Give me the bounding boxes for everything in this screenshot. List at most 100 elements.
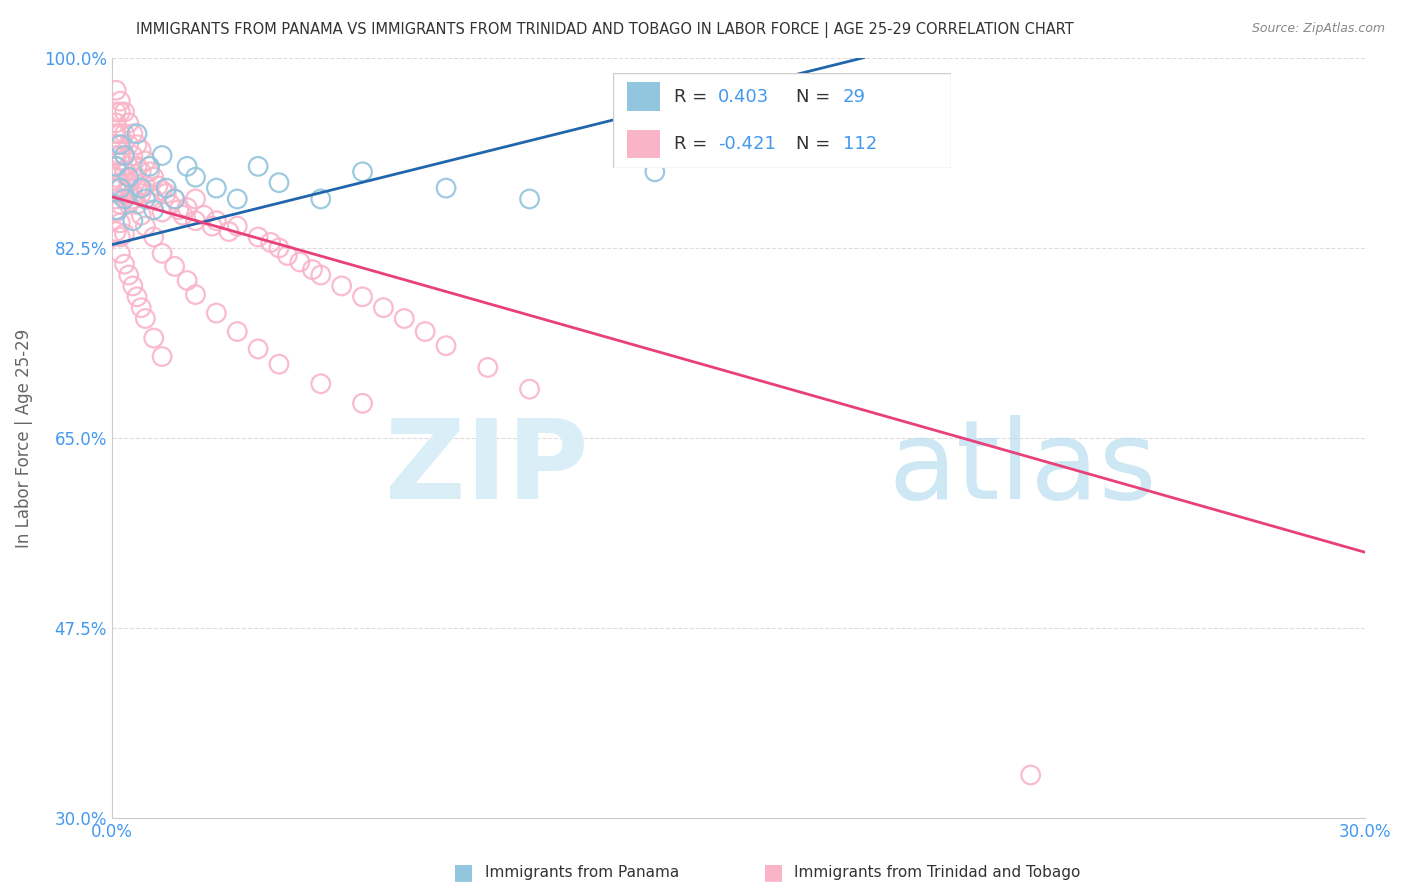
Point <box>226 192 249 206</box>
Point <box>134 219 156 234</box>
Point <box>163 260 186 274</box>
Point <box>105 181 128 195</box>
Text: Source: ZipAtlas.com: Source: ZipAtlas.com <box>1251 22 1385 36</box>
Point <box>352 396 374 410</box>
Point <box>150 183 173 197</box>
Point <box>413 325 436 339</box>
Text: ■: ■ <box>763 863 783 882</box>
Point <box>105 202 128 217</box>
Point <box>110 94 132 108</box>
Point <box>110 181 132 195</box>
Point <box>125 160 148 174</box>
Point <box>247 160 270 174</box>
Point <box>247 230 270 244</box>
Point <box>150 246 173 260</box>
Point <box>142 170 165 185</box>
Text: Immigrants from Panama: Immigrants from Panama <box>485 865 679 880</box>
Point <box>150 148 173 162</box>
Point <box>1019 768 1042 782</box>
Point <box>110 137 132 152</box>
Point <box>105 225 128 239</box>
Point <box>226 219 249 234</box>
Point <box>142 192 165 206</box>
Point <box>121 192 143 206</box>
Point <box>125 127 148 141</box>
Point <box>105 148 128 162</box>
Point <box>155 181 177 195</box>
Point <box>105 127 128 141</box>
Point <box>142 230 165 244</box>
Point <box>309 192 332 206</box>
Point <box>125 197 148 211</box>
Point <box>114 165 136 179</box>
Point <box>118 170 141 185</box>
Point <box>110 246 132 260</box>
Point <box>176 273 198 287</box>
Point <box>434 339 457 353</box>
Point <box>118 176 141 190</box>
Point <box>176 160 198 174</box>
Point <box>138 160 160 174</box>
Point <box>110 148 132 162</box>
Point <box>477 360 499 375</box>
Text: ZIP: ZIP <box>385 415 588 522</box>
Point <box>167 202 190 217</box>
Point <box>105 205 128 219</box>
Point <box>110 105 132 120</box>
Point <box>110 230 132 244</box>
Text: Immigrants from Trinidad and Tobago: Immigrants from Trinidad and Tobago <box>794 865 1081 880</box>
Point <box>105 116 128 130</box>
Point <box>831 116 853 130</box>
Point <box>288 255 311 269</box>
Point <box>276 248 298 262</box>
Point <box>105 202 128 217</box>
Point <box>118 197 141 211</box>
Text: IMMIGRANTS FROM PANAMA VS IMMIGRANTS FROM TRINIDAD AND TOBAGO IN LABOR FORCE | A: IMMIGRANTS FROM PANAMA VS IMMIGRANTS FRO… <box>136 22 1073 38</box>
Y-axis label: In Labor Force | Age 25-29: In Labor Force | Age 25-29 <box>15 328 32 548</box>
Point <box>184 287 207 301</box>
Point <box>172 208 194 222</box>
Point <box>114 186 136 201</box>
Point <box>105 160 128 174</box>
Point <box>134 153 156 168</box>
Point <box>129 208 152 222</box>
Point <box>267 176 290 190</box>
Point <box>176 201 198 215</box>
Text: ■: ■ <box>454 863 474 882</box>
Point <box>184 213 207 227</box>
Point <box>121 279 143 293</box>
Point <box>138 165 160 179</box>
Point <box>309 268 332 282</box>
Point <box>394 311 416 326</box>
Point <box>114 165 136 179</box>
Point <box>309 376 332 391</box>
Text: atlas: atlas <box>889 415 1157 522</box>
Point <box>134 192 156 206</box>
Point <box>142 202 165 217</box>
Point <box>163 192 186 206</box>
Point <box>129 165 152 179</box>
Point <box>121 213 143 227</box>
Point <box>352 290 374 304</box>
Point <box>142 331 165 345</box>
Point <box>134 178 156 193</box>
Point <box>226 325 249 339</box>
Point <box>155 186 177 201</box>
Point <box>110 127 132 141</box>
Point <box>105 160 128 174</box>
Point <box>205 181 228 195</box>
Point <box>118 268 141 282</box>
Point <box>352 165 374 179</box>
Point <box>519 382 541 396</box>
Point <box>105 170 128 185</box>
Point <box>118 137 141 152</box>
Point <box>129 186 152 201</box>
Point <box>105 137 128 152</box>
Point <box>150 205 173 219</box>
Point <box>121 170 143 185</box>
Point <box>110 176 132 190</box>
Point <box>193 208 215 222</box>
Point <box>110 153 132 168</box>
Point <box>121 186 143 201</box>
Point <box>114 227 136 241</box>
